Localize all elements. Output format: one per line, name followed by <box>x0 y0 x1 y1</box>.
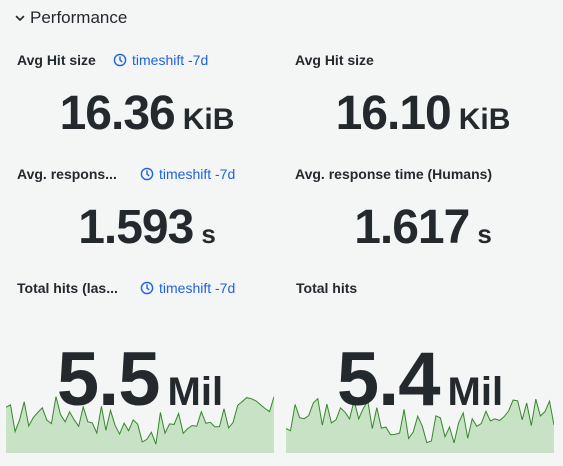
timeshift-label: timeshift -7d <box>159 280 236 296</box>
row-title: Performance <box>30 8 128 27</box>
panel-title: Avg. respons... <box>17 166 117 182</box>
stat-value: 16.36 <box>59 87 176 140</box>
timeshift-info: timeshift -7d <box>113 52 208 68</box>
panel-avg-hit-size[interactable]: Avg Hit size 16.10 KiB <box>292 52 554 158</box>
panel-total-hits-timeshift[interactable]: Total hits (las... timeshift -7d 5.5 Mil <box>6 280 274 453</box>
timeshift-label: timeshift -7d <box>159 166 236 182</box>
stat-value: 1.593 <box>78 201 194 254</box>
chevron-down-icon <box>15 15 25 21</box>
sparkline <box>286 397 554 453</box>
stat-unit: KiB <box>458 103 511 136</box>
stat-value: 5.4 <box>336 337 441 422</box>
clock-icon <box>140 167 154 181</box>
stat-value-container: 1.617 s <box>292 200 554 255</box>
timeshift-info: timeshift -7d <box>140 166 235 182</box>
stat-unit: KiB <box>182 103 235 136</box>
stat-unit: Mil <box>447 370 504 414</box>
sparkline-area <box>286 398 554 453</box>
stat-unit: s <box>477 219 492 249</box>
stat-value-container: 5.4 Mil <box>286 336 554 423</box>
stat-value-container: 1.593 s <box>14 200 280 255</box>
row-toggle[interactable]: Performance <box>14 8 127 28</box>
stat-value: 1.617 <box>354 201 470 254</box>
stat-value-container: 16.10 KiB <box>292 86 554 141</box>
sparkline-line <box>6 396 274 445</box>
panel-title: Avg Hit size <box>295 52 374 68</box>
clock-icon <box>140 281 154 295</box>
stat-value-container: 5.5 Mil <box>6 336 274 423</box>
stat-value: 16.10 <box>335 87 452 140</box>
sparkline-line <box>286 397 554 444</box>
panel-title: Total hits (las... <box>17 280 118 296</box>
timeshift-label: timeshift -7d <box>132 52 209 68</box>
panel-avg-response-timeshift[interactable]: Avg. respons... timeshift -7d 1.593 s <box>14 166 280 272</box>
panel-title: Avg. response time (Humans) <box>295 166 493 182</box>
stat-unit: Mil <box>167 370 224 414</box>
sparkline-area <box>6 396 274 453</box>
timeshift-info: timeshift -7d <box>140 280 235 296</box>
panel-title: Total hits <box>296 280 358 296</box>
panel-avg-response-humans[interactable]: Avg. response time (Humans) 1.617 s <box>292 166 554 272</box>
stat-unit: s <box>201 219 216 249</box>
panel-title: Avg Hit size <box>17 52 96 68</box>
panel-total-hits[interactable]: Total hits 5.4 Mil <box>286 280 554 453</box>
sparkline <box>6 396 274 453</box>
stat-value: 5.5 <box>56 337 161 422</box>
clock-icon <box>113 53 127 67</box>
stat-value-container: 16.36 KiB <box>14 86 280 141</box>
panel-avg-hit-size-timeshift[interactable]: Avg Hit size timeshift -7d 16.36 KiB <box>14 52 280 158</box>
